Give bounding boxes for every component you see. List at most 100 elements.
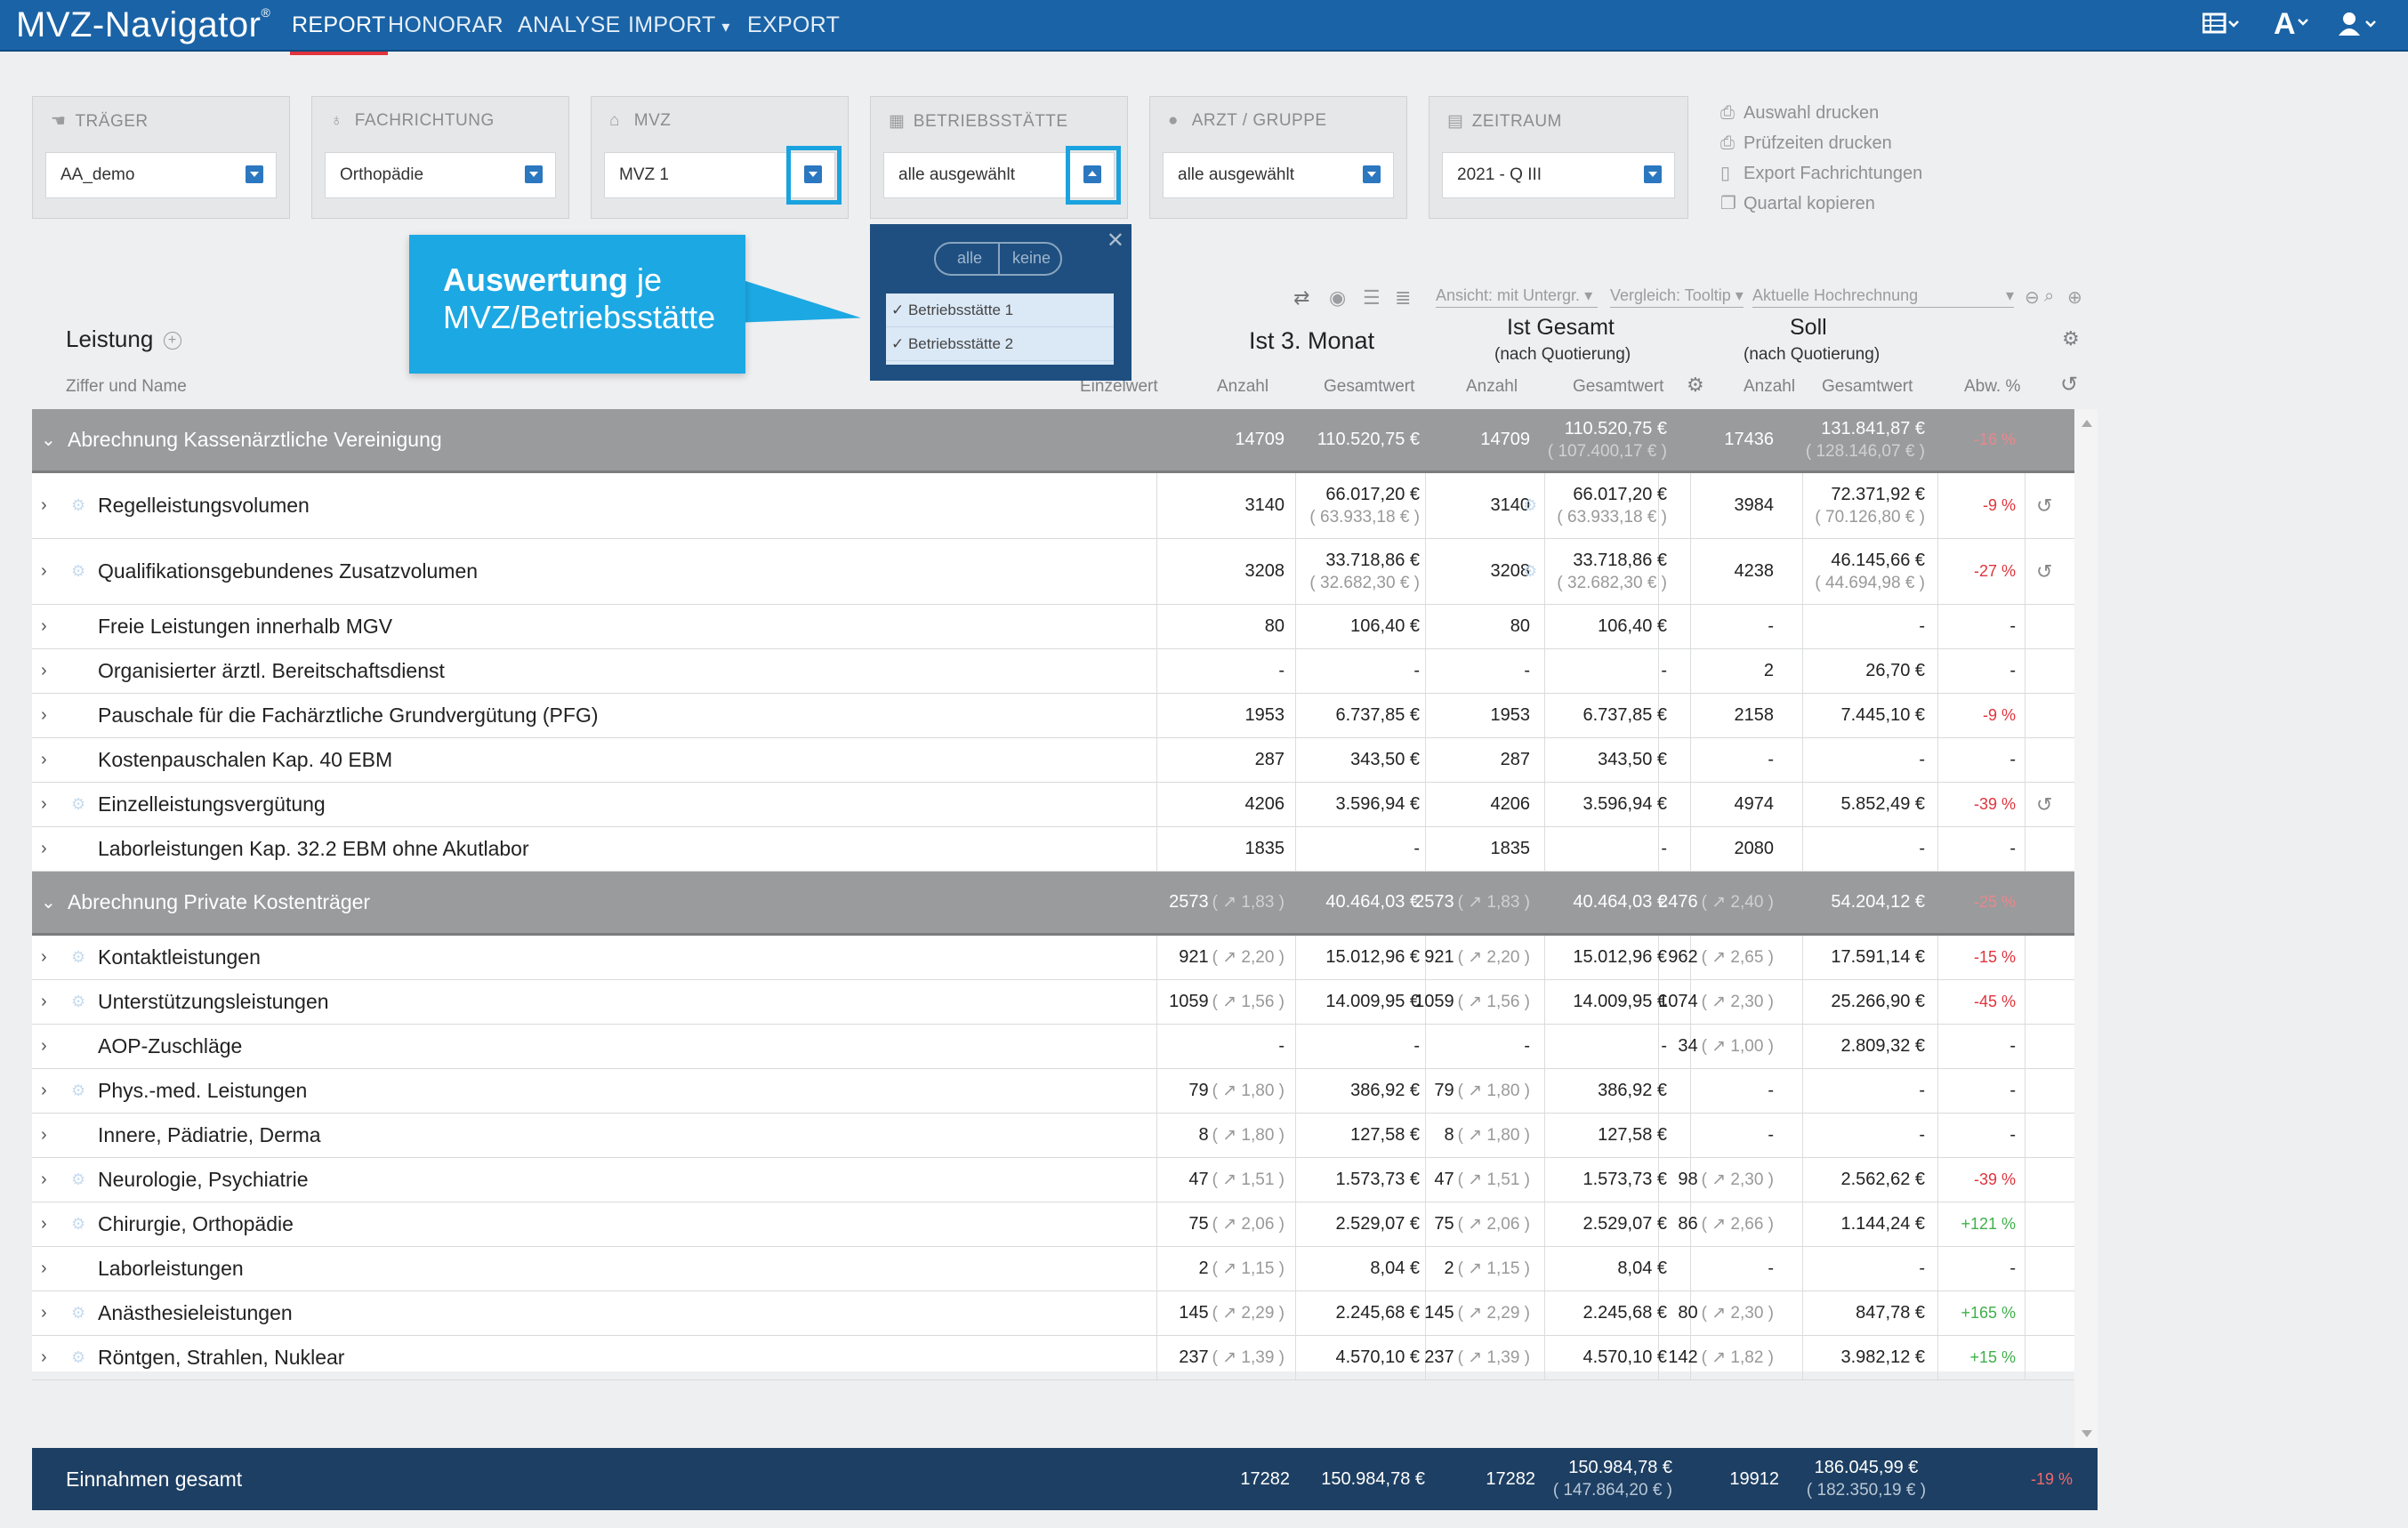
history-icon[interactable]: ↺ [2036, 494, 2053, 517]
compare-select[interactable]: Vergleich: Tooltip ▾ [1610, 286, 1744, 308]
close-icon[interactable]: ✕ [1106, 229, 1124, 253]
gear-icon[interactable]: ⚙ [71, 562, 86, 580]
print-selection-link[interactable]: ⎙ Auswahl drucken [1720, 98, 1922, 128]
table-row[interactable]: › Kostenpauschalen Kap. 40 EBM 287 343,50 €… [32, 738, 2074, 783]
chevron-right-icon[interactable]: › [41, 1259, 47, 1278]
search-icon[interactable]: ⌕ [2044, 286, 2055, 306]
chevron-right-icon[interactable]: › [41, 1214, 47, 1234]
scroll-down-arrow[interactable] [2082, 1430, 2092, 1437]
gear-icon[interactable]: ⚙ [71, 795, 86, 813]
table-row[interactable]: › ⚙ Kontaktleistungen 921( ↗ 2,20 ) 15.012,9… [32, 936, 2074, 980]
chevron-right-icon[interactable]: › [41, 495, 47, 515]
table-row[interactable]: › Laborleistungen 2( ↗ 1,15 ) 8,04 €2( ↗ 1,… [32, 1247, 2074, 1291]
gear-icon[interactable]: ⚙ [1687, 374, 1704, 396]
zoom-out-icon[interactable]: ⊖ [2025, 288, 2040, 308]
history-icon[interactable]: ↺ [2060, 373, 2079, 397]
copy-quarter-link[interactable]: ❐ Quartal kopieren [1720, 189, 1922, 219]
print-check-times-link[interactable]: ⎙ Prüfzeiten drucken [1720, 128, 1922, 158]
chevron-down-icon[interactable] [804, 165, 822, 183]
table-row[interactable]: › ⚙ Phys.-med. Leistungen 79( ↗ 1,80 ) 386,9… [32, 1069, 2074, 1114]
table-row[interactable]: › AOP-Zuschläge - - - -34( ↗ 1,00 ) 2.809,32 €… [32, 1025, 2074, 1069]
indent-icon[interactable]: ☰ [1363, 286, 1381, 309]
chevron-down-icon[interactable]: ⌄ [41, 893, 56, 913]
table-row[interactable]: › Freie Leistungen innerhalb MGV 80 106,40 … [32, 605, 2074, 649]
mvz-select[interactable]: MVZ 1 [604, 152, 835, 198]
zeitraum-select[interactable]: 2021 - Q III [1442, 152, 1675, 198]
user-icon[interactable] [2338, 11, 2379, 44]
table-row[interactable]: › ⚙ Neurologie, Psychiatrie 47( ↗ 1,51 ) 1.5… [32, 1158, 2074, 1202]
chevron-right-icon[interactable]: › [41, 794, 47, 814]
nav-honorar[interactable]: HONORAR [388, 12, 503, 37]
gear-icon[interactable]: ⚙ [71, 1082, 86, 1099]
option-betriebsstaette-2[interactable]: ✓ Betriebsstätte 2 [886, 327, 1114, 361]
fachrichtung-select[interactable]: Orthopädie [325, 152, 556, 198]
eye-icon[interactable]: ◉ [1329, 286, 1347, 309]
table-row[interactable]: › ⚙ Röntgen, Strahlen, Nuklear 237( ↗ 1,39 … [32, 1336, 2074, 1380]
nav-report[interactable]: REPORT [290, 12, 388, 55]
table-view-icon[interactable] [2202, 11, 2240, 44]
projection-select[interactable]: Aktuelle Hochrechnung ▾ [1752, 286, 2014, 308]
swap-icon[interactable]: ⇄ [1293, 286, 1310, 309]
chevron-right-icon[interactable]: › [41, 1081, 47, 1100]
gear-icon[interactable]: ⚙ [71, 1348, 86, 1366]
table-row[interactable]: › ⚙ Chirurgie, Orthopädie 75( ↗ 2,06 ) 2.529… [32, 1202, 2074, 1247]
group-row[interactable]: ⌄ Abrechnung Private Kostenträger 2573( ↗ … [32, 872, 2074, 936]
table-row[interactable]: › Innere, Pädiatrie, Derma 8( ↗ 1,80 ) 127,… [32, 1114, 2074, 1158]
chevron-right-icon[interactable]: › [41, 750, 47, 769]
font-size-icon[interactable]: A [2274, 7, 2310, 42]
nav-analyse[interactable]: ANALYSE [518, 12, 621, 37]
table-row[interactable]: › Pauschale für die Fachärztliche Grundve… [32, 694, 2074, 738]
chevron-right-icon[interactable]: › [41, 1036, 47, 1056]
chevron-right-icon[interactable]: › [41, 1125, 47, 1145]
chevron-right-icon[interactable]: › [41, 1347, 47, 1367]
table-row[interactable]: › Laborleistungen Kap. 32.2 EBM ohne Akut… [32, 827, 2074, 872]
table-row[interactable]: › ⚙ Regelleistungsvolumen 3140 66.017,20 € ( … [32, 473, 2074, 539]
chevron-up-icon[interactable] [1083, 165, 1101, 183]
chevron-right-icon[interactable]: › [41, 992, 47, 1011]
gear-icon[interactable]: ⚙ [71, 1215, 86, 1233]
chevron-down-icon[interactable] [1644, 165, 1662, 183]
table-row[interactable]: › ⚙ Qualifikationsgebundenes Zusatzvolumen… [32, 539, 2074, 605]
chevron-right-icon[interactable]: › [41, 1170, 47, 1189]
gear-icon[interactable]: ⚙ [71, 496, 86, 514]
chevron-right-icon[interactable]: › [41, 839, 47, 858]
table-row[interactable]: › ⚙ Einzelleistungsvergütung 4206 3.596,94 €… [32, 783, 2074, 827]
app-logo[interactable]: MVZ-Navigator® [16, 5, 271, 44]
chevron-right-icon[interactable]: › [41, 1303, 47, 1323]
chevron-right-icon[interactable]: › [41, 705, 47, 725]
chevron-right-icon[interactable]: › [41, 661, 47, 680]
chevron-down-icon[interactable] [525, 165, 543, 183]
list-icon[interactable]: ≣ [1395, 286, 1412, 309]
select-none-button[interactable]: keine [1012, 249, 1051, 267]
chevron-down-icon[interactable] [1363, 165, 1381, 183]
traeger-select[interactable]: AA_demo [45, 152, 277, 198]
add-icon[interactable]: + [163, 332, 181, 350]
zoom-in-icon[interactable]: ⊕ [2067, 288, 2082, 308]
chevron-down-icon[interactable]: ⌄ [41, 430, 56, 450]
chevron-down-icon[interactable] [246, 165, 263, 183]
nav-export[interactable]: EXPORT [747, 12, 841, 37]
select-all-button[interactable]: alle [957, 249, 983, 267]
arzt-gruppe-select[interactable]: alle ausgewählt [1163, 152, 1394, 198]
table-scrollbar[interactable] [2074, 409, 2098, 1448]
chevron-right-icon[interactable]: › [41, 947, 47, 967]
gear-icon[interactable]: ⚙ [1523, 496, 1538, 514]
gear-icon[interactable]: ⚙ [71, 948, 86, 966]
gear-icon[interactable]: ⚙ [71, 1304, 86, 1322]
table-row[interactable]: › Organisierter ärztl. Bereitschaftsdiens… [32, 649, 2074, 694]
table-row[interactable]: › ⚙ Anästhesieleistungen 145( ↗ 2,29 ) 2.245… [32, 1291, 2074, 1336]
chevron-right-icon[interactable]: › [41, 561, 47, 581]
table-row[interactable]: › ⚙ Unterstützungsleistungen 1059( ↗ 1,56 )… [32, 980, 2074, 1025]
view-select[interactable]: Ansicht: mit Untergr. ▾ [1436, 286, 1598, 308]
gear-icon[interactable]: ⚙ [71, 1170, 86, 1188]
history-icon[interactable]: ↺ [2036, 792, 2053, 816]
scroll-up-arrow[interactable] [2082, 420, 2092, 427]
option-betriebsstaette-1[interactable]: ✓ Betriebsstätte 1 [886, 294, 1114, 327]
group-row[interactable]: ⌄ Abrechnung Kassenärztliche Vereinigung 1… [32, 409, 2074, 473]
export-specialties-link[interactable]: ▯ Export Fachrichtungen [1720, 158, 1922, 189]
settings-gear-icon[interactable]: ⚙ [2062, 327, 2080, 350]
chevron-right-icon[interactable]: › [41, 616, 47, 636]
nav-import[interactable]: IMPORT ▾ [628, 12, 730, 37]
gear-icon[interactable]: ⚙ [71, 993, 86, 1010]
gear-icon[interactable]: ⚙ [1523, 562, 1538, 580]
